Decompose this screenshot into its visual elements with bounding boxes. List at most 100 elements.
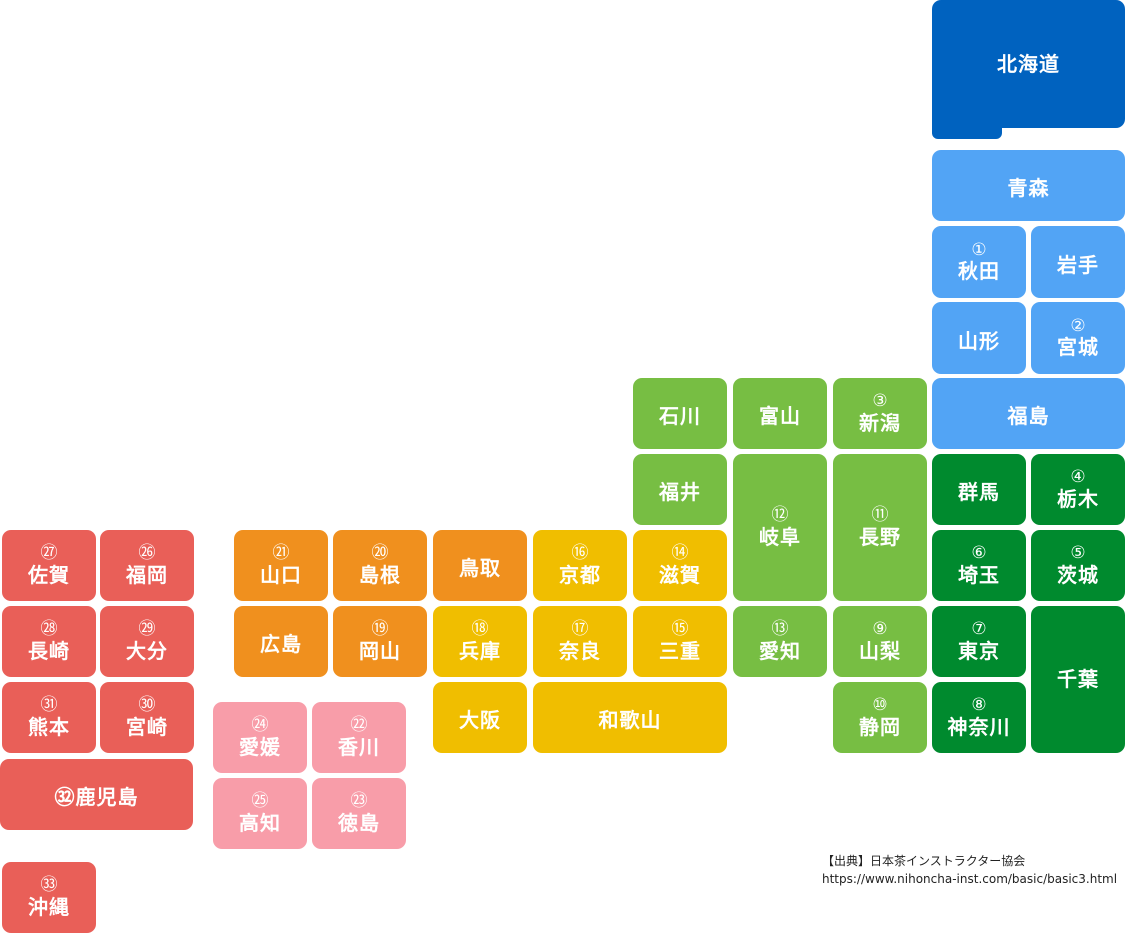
prefecture-number: ⑫: [771, 505, 789, 526]
prefecture-name: 宮城: [1057, 335, 1099, 360]
prefecture-name: 福岡: [126, 562, 168, 587]
prefecture-shizuoka: ⑩ 静岡: [833, 682, 927, 753]
prefecture-name: 静岡: [859, 714, 901, 739]
prefecture-number: ㉘: [40, 619, 58, 640]
prefecture-name: 群馬: [958, 480, 1000, 504]
prefecture-kanagawa: ⑧ 神奈川: [932, 682, 1026, 753]
prefecture-number: ⑳: [371, 543, 389, 564]
prefecture-name: 北海道: [997, 51, 1060, 76]
prefecture-name: 香川: [338, 734, 380, 759]
prefecture-name: 千葉: [1057, 667, 1099, 691]
prefecture-number: ㉙: [138, 619, 156, 640]
prefecture-number: ⑯: [571, 543, 589, 564]
prefecture-name: 和歌山: [598, 708, 662, 732]
prefecture-shimane: ⑳ 島根: [333, 530, 427, 601]
prefecture-okayama: ⑲ 岡山: [333, 606, 427, 677]
prefecture-name: 埼玉: [958, 562, 1000, 587]
prefecture-number: ㉑: [272, 543, 290, 564]
prefecture-number: ③: [872, 391, 888, 412]
prefecture-number: ⑥: [971, 543, 987, 564]
prefecture-name: 岡山: [359, 638, 401, 663]
prefecture-number: ㉖: [138, 543, 156, 564]
prefecture-number: ⑩: [872, 695, 888, 716]
prefecture-number: ㉔: [251, 715, 269, 736]
prefecture-name: 徳島: [338, 810, 380, 835]
prefecture-mie: ⑮ 三重: [633, 606, 727, 677]
prefecture-gunma: 群馬: [932, 454, 1026, 525]
prefecture-name: 石川: [659, 404, 701, 428]
prefecture-chiba: 千葉: [1031, 606, 1125, 753]
prefecture-number: ㉝: [40, 875, 58, 896]
prefecture-iwate: 岩手: [1031, 226, 1125, 298]
prefecture-name: 三重: [659, 638, 701, 663]
prefecture-name: 熊本: [28, 714, 70, 739]
prefecture-name: 東京: [958, 638, 1000, 663]
prefecture-nara: ⑰ 奈良: [533, 606, 627, 677]
prefecture-name: 福島: [1007, 404, 1050, 428]
source-title: 【出典】日本茶インストラクター協会: [822, 854, 1026, 868]
prefecture-toyama: 富山: [733, 378, 827, 449]
prefecture-name: 滋賀: [659, 562, 701, 587]
prefecture-number: ⑱: [471, 619, 489, 640]
prefecture-number: ⑤: [1070, 543, 1086, 564]
hokkaido-peninsula-shape: [932, 124, 1002, 139]
prefecture-hiroshima: 広島: [234, 606, 328, 677]
prefecture-name: 沖縄: [28, 894, 70, 919]
prefecture-number: ㉗: [40, 543, 58, 564]
prefecture-name: 新潟: [859, 410, 901, 435]
prefecture-name: 岩手: [1057, 252, 1099, 277]
prefecture-name: 長崎: [28, 638, 70, 663]
prefecture-name: 福井: [659, 480, 701, 504]
prefecture-kagoshima: ㉜鹿児島: [0, 759, 193, 830]
prefecture-number: ⑭: [671, 543, 689, 564]
prefecture-name: 岐阜: [759, 524, 801, 549]
prefecture-yamanashi: ⑨ 山梨: [833, 606, 927, 677]
prefecture-number: ②: [1070, 315, 1086, 336]
prefecture-name: 佐賀: [28, 562, 70, 587]
prefecture-number: ㉓: [350, 791, 368, 812]
prefecture-number: ⑰: [571, 619, 589, 640]
prefecture-yamagata: 山形: [932, 302, 1026, 374]
prefecture-number: ㉕: [251, 791, 269, 812]
prefecture-miyagi: ② 宮城: [1031, 302, 1125, 374]
source-citation: 【出典】日本茶インストラクター協会 https://www.nihoncha-i…: [822, 852, 1117, 888]
prefecture-number: ㉒: [350, 715, 368, 736]
prefecture-number: ⑬: [771, 619, 789, 640]
prefecture-aichi: ⑬ 愛知: [733, 606, 827, 677]
prefecture-name: 島根: [359, 562, 401, 587]
prefecture-osaka: 大阪: [433, 682, 527, 753]
prefecture-number: ⑪: [871, 505, 889, 526]
prefecture-name: 広島: [260, 632, 302, 656]
prefecture-name: 山口: [260, 562, 302, 587]
prefecture-wakayama: 和歌山: [533, 682, 727, 753]
prefecture-name: 鳥取: [459, 556, 501, 580]
prefecture-name: 山梨: [859, 638, 901, 663]
prefecture-name: 兵庫: [459, 638, 501, 663]
prefecture-name: 神奈川: [947, 714, 1011, 739]
prefecture-name: 山形: [958, 328, 1000, 353]
prefecture-saitama: ⑥ 埼玉: [932, 530, 1026, 601]
prefecture-name: 茨城: [1057, 562, 1099, 587]
prefecture-number: ㉛: [40, 695, 58, 716]
prefecture-number: ⑲: [371, 619, 389, 640]
prefecture-number: ⑮: [671, 619, 689, 640]
prefecture-ishikawa: 石川: [633, 378, 727, 449]
prefecture-ibaraki: ⑤ 茨城: [1031, 530, 1125, 601]
prefecture-name: 大分: [126, 638, 168, 663]
prefecture-number: ⑦: [971, 619, 987, 640]
prefecture-name: 愛知: [759, 638, 801, 663]
prefecture-kyoto: ⑯ 京都: [533, 530, 627, 601]
prefecture-number: ⑨: [872, 619, 888, 640]
prefecture-name: 愛媛: [239, 734, 281, 759]
prefecture-tokyo: ⑦ 東京: [932, 606, 1026, 677]
prefecture-tottori: 鳥取: [433, 530, 527, 601]
prefecture-number: ㉚: [138, 695, 156, 716]
